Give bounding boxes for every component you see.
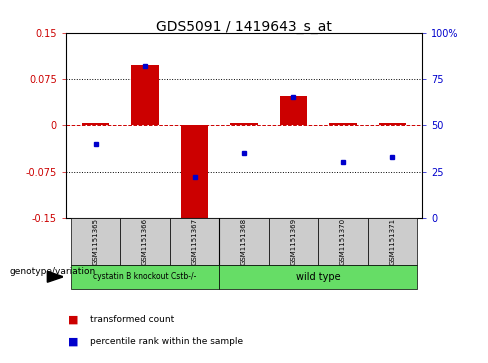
Bar: [121, 218, 170, 265]
Bar: [219, 265, 417, 289]
Text: GSM1151368: GSM1151368: [241, 218, 247, 265]
Bar: [318, 218, 367, 265]
Text: genotype/variation: genotype/variation: [10, 267, 96, 276]
Text: transformed count: transformed count: [90, 315, 175, 324]
Bar: [71, 218, 121, 265]
Bar: [170, 218, 219, 265]
Text: cystatin B knockout Cstb-/-: cystatin B knockout Cstb-/-: [93, 272, 197, 281]
Bar: [71, 265, 219, 289]
Bar: [219, 218, 269, 265]
Text: GDS5091 / 1419643_s_at: GDS5091 / 1419643_s_at: [156, 20, 332, 34]
Bar: [131, 65, 159, 125]
Text: GSM1151365: GSM1151365: [93, 218, 99, 265]
Text: GSM1151367: GSM1151367: [191, 218, 198, 265]
Polygon shape: [47, 272, 63, 282]
Text: percentile rank within the sample: percentile rank within the sample: [90, 337, 244, 346]
Bar: [379, 123, 406, 125]
Text: GSM1151366: GSM1151366: [142, 218, 148, 265]
Text: ■: ■: [68, 314, 79, 325]
Bar: [329, 123, 357, 125]
Bar: [181, 125, 208, 221]
Text: GSM1151369: GSM1151369: [290, 218, 297, 265]
Text: GSM1151370: GSM1151370: [340, 218, 346, 265]
Bar: [367, 218, 417, 265]
Text: ■: ■: [68, 336, 79, 346]
Text: wild type: wild type: [296, 272, 341, 282]
Bar: [269, 218, 318, 265]
Bar: [82, 123, 109, 125]
Bar: [230, 123, 258, 125]
Bar: [280, 95, 307, 125]
Text: GSM1151371: GSM1151371: [389, 218, 395, 265]
